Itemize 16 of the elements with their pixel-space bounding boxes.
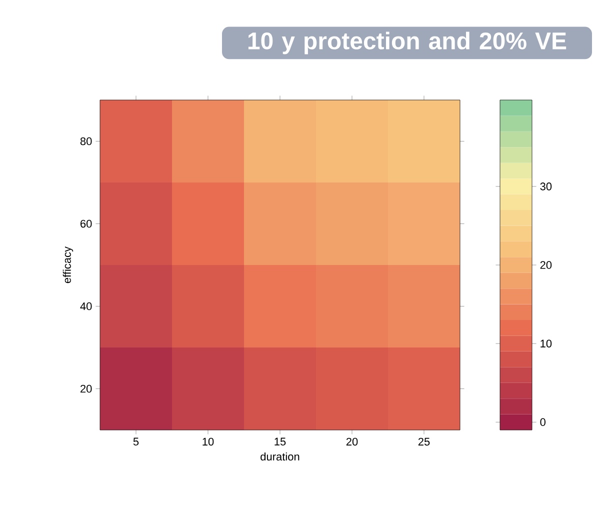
x-axis-title: duration <box>260 452 300 461</box>
color-bar-label: 0 <box>540 418 546 426</box>
color-bar-label: 30 <box>540 182 552 190</box>
y-tick-label: 20 <box>80 384 92 393</box>
y-tick-label: 60 <box>80 220 92 228</box>
x-tick-label: 10 <box>202 438 214 446</box>
x-tick-label: 5 <box>133 438 139 446</box>
y-tick-label: 40 <box>80 302 92 310</box>
x-tick-label: 15 <box>274 438 286 446</box>
color-bar-label: 10 <box>540 340 552 348</box>
y-tick-label: 80 <box>80 137 92 146</box>
x-tick-label: 20 <box>346 438 358 446</box>
x-tick-label: 25 <box>418 438 430 446</box>
y-axis-title: efficacy <box>62 246 74 284</box>
color-bar-label: 20 <box>540 261 552 269</box>
text: 10 y protection and 20% VE <box>248 32 566 54</box>
